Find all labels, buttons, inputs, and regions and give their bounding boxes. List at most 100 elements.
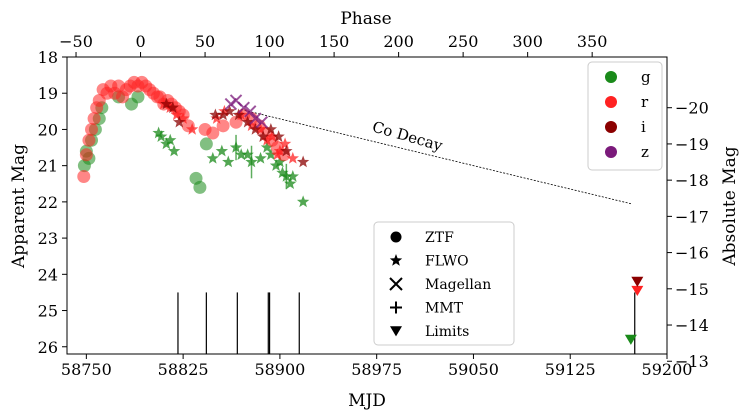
data-point-r-flwo <box>185 122 199 135</box>
phase-tick-label: 200 <box>383 32 414 51</box>
y-tick-label: 21 <box>38 157 58 176</box>
x-tick-label: 59125 <box>545 360 596 379</box>
data-point-g-flwo <box>280 170 293 182</box>
data-point-g-flwo <box>245 155 258 168</box>
data-point-g-flwo <box>284 177 297 190</box>
data-point-i-flwo <box>160 97 173 110</box>
data-point-z-magellan <box>237 101 250 114</box>
data-point-i-flwo <box>223 104 236 117</box>
data-point-g-flwo <box>164 133 177 146</box>
data-point-r-flwo <box>286 151 299 164</box>
legend-marker-r <box>605 96 617 108</box>
data-point-z-magellan <box>224 97 238 111</box>
legend-label-r: r <box>641 93 649 111</box>
data-point-r-ztf <box>79 148 93 162</box>
data-point-g-flwo <box>229 141 243 153</box>
data-point-i-flwo <box>166 101 179 113</box>
data-point-r-flwo <box>260 133 274 146</box>
phase-tick-label: 300 <box>512 32 543 51</box>
data-point-g-flwo <box>222 155 235 168</box>
x-tick-label: 59200 <box>642 360 693 379</box>
plot-frame <box>66 56 668 355</box>
legend-marker-flwo <box>389 254 403 266</box>
data-point-i-flwo <box>216 108 230 121</box>
data-point-r-ztf <box>87 112 101 126</box>
x-tick-label: 58975 <box>351 360 402 379</box>
abs-mag-tick-label: −18 <box>675 171 709 190</box>
data-point-r-ztf <box>85 122 99 136</box>
data-point-g-ztf <box>199 137 213 151</box>
data-point-i-flwo <box>232 108 245 121</box>
data-point-r-ztf <box>77 170 91 184</box>
plot-area <box>77 75 644 354</box>
data-point-g-flwo <box>152 126 165 139</box>
legend-label-magellan: Magellan <box>425 277 491 293</box>
data-point-g-flwo <box>235 148 248 161</box>
data-point-r-flwo <box>278 137 292 150</box>
legend-marker-i <box>605 121 617 133</box>
x-tick-label: 58900 <box>254 360 305 379</box>
co-decay-line <box>241 109 631 205</box>
legend-marker-z <box>605 146 617 158</box>
legend-marker-mmt <box>390 301 402 314</box>
y-tick-label: 25 <box>38 302 58 321</box>
legend-label-g: g <box>641 68 651 86</box>
data-point-g-flwo <box>155 130 168 142</box>
data-point-i-flwo <box>173 115 186 128</box>
abs-mag-tick-label: −14 <box>675 316 709 335</box>
data-point-z-magellan <box>249 112 262 125</box>
legend-marker-limits <box>390 326 402 337</box>
legend-marker-ztf <box>390 231 402 243</box>
data-point-r-flwo <box>170 108 183 121</box>
data-point-g-flwo <box>254 151 267 164</box>
y-axis-label: Apparent Mag <box>9 144 29 269</box>
data-point-r-ztf <box>82 133 96 147</box>
phase-tick-label: 0 <box>135 32 145 51</box>
phase-tick-label: 250 <box>448 32 479 51</box>
data-point-g-flwo <box>264 148 278 161</box>
abs-mag-tick-label: −15 <box>675 280 709 299</box>
legend-label-ztf: ZTF <box>425 230 454 246</box>
phase-tick-label: 50 <box>195 32 215 51</box>
data-point-g-limits <box>624 334 637 345</box>
data-point-z-magellan <box>255 115 269 129</box>
x-axis-mjd: 58750 58825 58900 58975 59050 59125 59200 <box>61 354 693 379</box>
x-tick-label: 58825 <box>158 360 209 379</box>
y-axis-absolute-mag: −20 −19 −18 −17 −16 −15 −14 −13 <box>667 99 709 371</box>
data-point-g-flwo <box>260 141 274 153</box>
data-point-g-flwo <box>167 144 181 157</box>
data-point-i-flwo <box>280 144 293 157</box>
y-tick-label: 18 <box>38 48 58 67</box>
abs-mag-tick-label: −16 <box>675 244 709 263</box>
data-point-g-flwo <box>160 137 173 150</box>
data-point-r-ztf <box>206 126 220 140</box>
data-point-i-flwo <box>209 108 222 121</box>
legend-label-i: i <box>641 118 646 136</box>
x-tick-label: 58750 <box>61 360 112 379</box>
data-point-g-ztf <box>131 90 145 104</box>
data-point-g-flwo <box>273 155 287 168</box>
y-tick-label: 24 <box>38 265 58 284</box>
data-point-i-flwo <box>296 155 310 168</box>
data-point-g-flwo <box>241 148 254 161</box>
data-point-g-flwo <box>215 144 229 157</box>
instrument-legend: ZTF FLWO Magellan MMT Limits <box>373 221 515 346</box>
filter-legend-box <box>587 61 663 171</box>
y-axis-apparent-mag: 18 19 20 21 22 23 24 25 26 <box>38 48 67 357</box>
phase-tick-label: 150 <box>319 32 350 51</box>
x-axis-phase: −50 0 50 100 150 200 250 300 350 <box>59 32 607 57</box>
data-point-r-flwo <box>245 119 258 132</box>
x-tick-label: 59050 <box>448 360 499 379</box>
data-point-i-limits <box>631 276 644 287</box>
phase-tick-label: −50 <box>59 32 93 51</box>
legend-label-mmt: MMT <box>425 301 464 317</box>
data-point-i-flwo <box>249 122 262 135</box>
x2-axis-label: Phase <box>340 9 391 29</box>
abs-mag-tick-label: −17 <box>675 207 709 226</box>
data-point-r-limits <box>631 285 644 297</box>
y2-axis-label: Absolute Mag <box>720 146 740 266</box>
data-point-i-flwo <box>256 130 270 142</box>
abs-mag-tick-label: −13 <box>675 352 709 371</box>
